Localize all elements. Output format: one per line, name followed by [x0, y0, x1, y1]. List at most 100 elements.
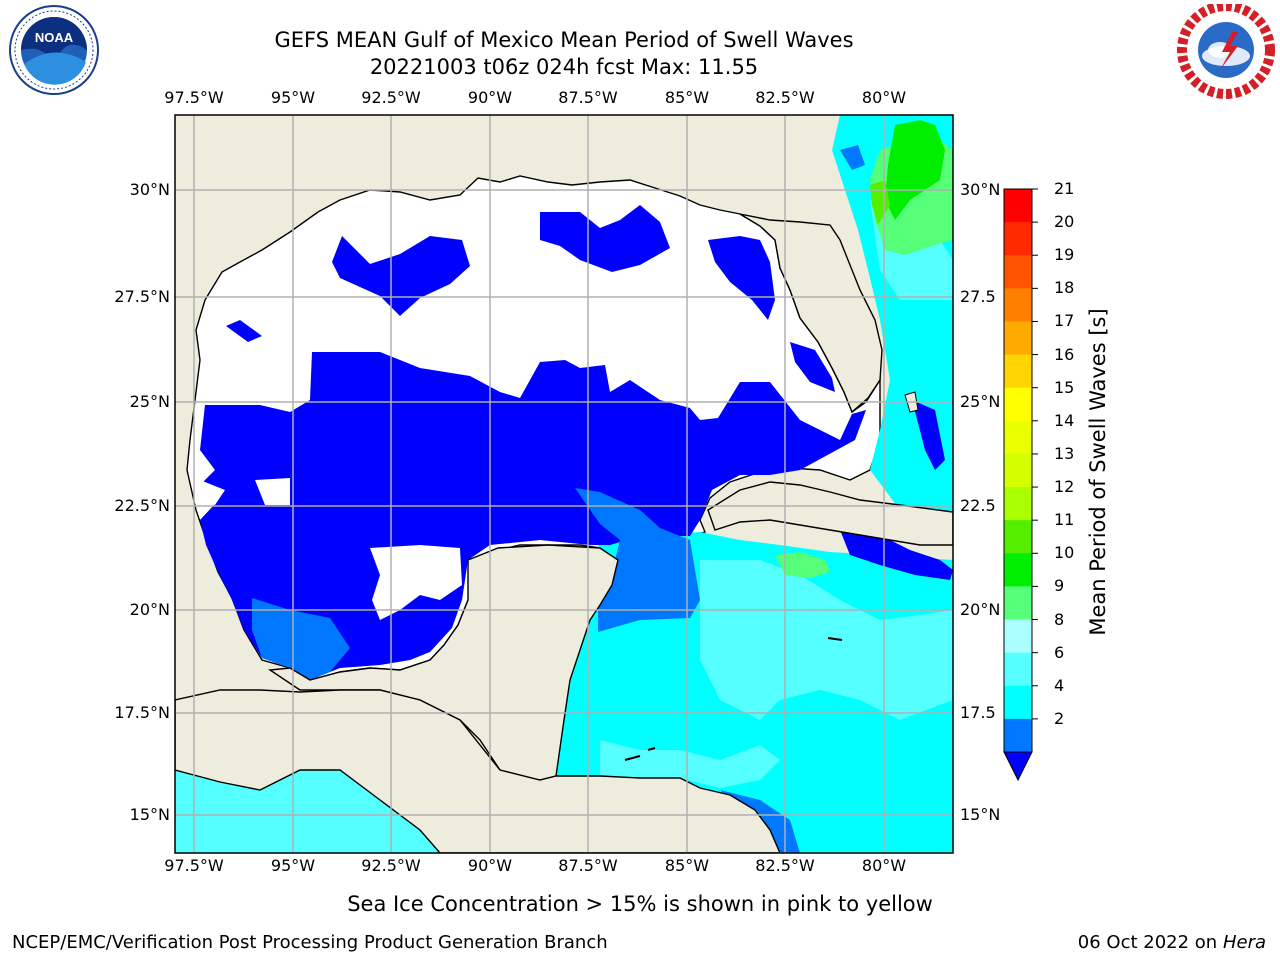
- colorbar-swatch: [1004, 387, 1032, 422]
- lon-tick-label: 90°W: [467, 856, 513, 875]
- lon-tick-label: 80°W: [861, 88, 907, 107]
- graticule: [175, 115, 953, 853]
- swell-hole-2: [255, 478, 290, 505]
- lat-tick-label: 27.5: [960, 287, 996, 306]
- colorbar-swatch: [1004, 685, 1032, 720]
- swell-under-2-east: [708, 236, 775, 320]
- colorbar-tick-label: 17: [1054, 311, 1075, 331]
- lon-tick-label: 90°W: [467, 88, 513, 107]
- colorbar-frame: [1003, 188, 1033, 753]
- footer-date: 06 Oct 2022 on Hera: [1078, 933, 1266, 953]
- pacific-water: [175, 770, 450, 853]
- colorbar-label: Mean Period of Swell Waves [s]: [1086, 308, 1110, 636]
- lon-tick-label: 87.5°W: [558, 88, 618, 107]
- lat-tick-label: 20°N: [129, 600, 170, 619]
- colorbar-tick-label: 9: [1054, 576, 1065, 596]
- lon-tick-label: 95°W: [270, 88, 316, 107]
- swell-2-4-yucatan: [575, 488, 700, 632]
- lat-tick-label: 20°N: [960, 600, 1001, 619]
- colorbar-tick-label: 12: [1054, 477, 1075, 497]
- lon-tick-label: 82.5°W: [755, 88, 815, 107]
- land-jamaica: [827, 637, 843, 641]
- land-central-america: [175, 689, 781, 853]
- swell-hole-1: [370, 545, 462, 620]
- colorbar-under-arrow: [1003, 751, 1033, 782]
- lat-tick-label: 25°N: [960, 392, 1001, 411]
- colorbar-swatch: [1004, 420, 1032, 455]
- land-florida: [739, 213, 883, 414]
- noaa-logo: NOAA: [4, 4, 104, 108]
- swell-under-2-north: [540, 205, 670, 272]
- colorbar: [1003, 188, 1038, 782]
- lon-tick-label: 80°W: [861, 856, 907, 875]
- colorbar-swatch: [1004, 586, 1032, 621]
- nws-logo: [1176, 1, 1276, 108]
- colorbar-tick-label: 6: [1054, 642, 1065, 662]
- lon-tick-label: 85°W: [664, 88, 710, 107]
- lat-tick-label: 25°N: [129, 392, 170, 411]
- swell-under-2-keys: [912, 400, 945, 470]
- colorbar-tick-label: 11: [1054, 510, 1075, 530]
- footer-date-text: 06 Oct 2022 on: [1077, 932, 1223, 953]
- lat-tick-label: 27.5°N: [114, 287, 170, 306]
- colorbar-swatch: [1004, 288, 1032, 322]
- colorbar-tick-label: 14: [1054, 410, 1075, 430]
- swell-hole-3: [200, 480, 225, 505]
- lon-tick-label: 95°W: [270, 856, 316, 875]
- colorbar-tick-label: 13: [1054, 443, 1075, 463]
- colorbar-tick-label: 18: [1054, 278, 1075, 298]
- lat-tick-label: 30°N: [129, 180, 170, 199]
- colorbar-tick-label: 19: [1054, 245, 1075, 265]
- colorbar-swatch: [1004, 222, 1032, 256]
- swell-under-2-west: [332, 236, 470, 316]
- lat-tick-label: 22.5: [960, 496, 996, 515]
- lat-tick-label: 30°N: [960, 180, 1001, 199]
- swell-6-8-patch-1: [700, 560, 953, 720]
- chart-title: GEFS MEAN Gulf of Mexico Mean Period of …: [274, 28, 854, 52]
- map-frame: [174, 114, 954, 854]
- lat-tick-label: 15°N: [960, 805, 1001, 824]
- lon-tick-label: 82.5°W: [755, 856, 815, 875]
- colorbar-tick-label: 16: [1054, 344, 1075, 364]
- colorbar-tick-label: 21: [1054, 179, 1075, 198]
- swell-under-2-cuba: [840, 530, 953, 580]
- swell-under-2-small: [226, 320, 262, 342]
- colorbar-tick-label: 10: [1054, 543, 1075, 563]
- colorbar-tick-label: 4: [1054, 675, 1065, 695]
- lon-tick-label: 97.5°W: [164, 856, 224, 875]
- swell-2-4-atlantic: [840, 145, 865, 170]
- land-honduras-islands: [624, 747, 656, 761]
- chart-subtitle: 20221003 t06z 024h fcst Max: 11.55: [369, 55, 759, 79]
- swell-9-10-caribbean: [775, 552, 830, 578]
- footer-host: Hera: [1222, 932, 1266, 953]
- swell-6-8-patch-2: [600, 740, 780, 788]
- colorbar-tick-label: 8: [1054, 609, 1065, 629]
- swell-under-2-flsw: [790, 342, 835, 392]
- lon-tick-label: 85°W: [664, 856, 710, 875]
- swell-11-12-atlantic: [870, 180, 890, 225]
- colorbar-swatch: [1004, 652, 1032, 687]
- colorbar-swatch: [1004, 453, 1032, 488]
- colorbar-swatch: [1004, 354, 1032, 389]
- lon-tick-label: 87.5°W: [558, 856, 618, 875]
- colorbar-tick-label: 15: [1054, 377, 1075, 397]
- lat-tick-label: 17.5°N: [114, 703, 170, 722]
- colorbar-swatch: [1004, 553, 1032, 587]
- map-layer: [175, 115, 953, 853]
- colorbar-swatch: [1004, 619, 1032, 654]
- colorbar-tick-label: 2: [1054, 708, 1065, 728]
- colorbar-swatch: [1004, 255, 1032, 289]
- lon-tick-label: 97.5°W: [164, 88, 224, 107]
- colorbar-swatch: [1004, 520, 1032, 554]
- swell-2-4-campeche: [252, 598, 350, 680]
- colorbar-tick-label: 20: [1054, 212, 1075, 232]
- swell-under-2-band: [200, 352, 866, 680]
- land-cuba: [707, 481, 953, 546]
- lat-tick-label: 22.5°N: [114, 496, 170, 515]
- footer-credit: NCEP/EMC/Verification Post Processing Pr…: [12, 932, 608, 953]
- colorbar-swatch: [1004, 321, 1032, 356]
- sea-ice-note: Sea Ice Concentration > 15% is shown in …: [347, 892, 933, 916]
- swell-10-11-atlantic: [885, 120, 945, 220]
- lon-tick-label: 92.5°W: [361, 856, 421, 875]
